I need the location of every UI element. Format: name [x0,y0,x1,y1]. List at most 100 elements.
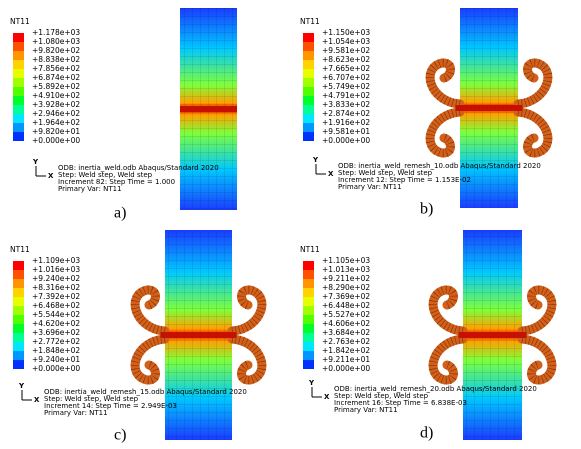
legend-band [303,51,314,60]
info-line: ODB: inertia_weld.odb Abaqus/Standard 20… [58,164,219,172]
legend-value: +4.620e+02 [32,319,80,328]
legend-band [13,279,24,288]
legend-value: +8.316e+02 [32,283,80,292]
weld-zone [161,332,236,338]
legend-value: +5.892e+02 [32,82,80,91]
info-line: Increment 82: Step Time = 1.000 [58,178,175,186]
legend-value: +1.150e+03 [322,28,370,37]
weld-flash-mesh [521,334,557,385]
legend-band [303,96,314,105]
legend-value: +9.820e+01 [32,127,80,136]
legend-band [13,324,24,333]
legend-value: +3.928e+02 [32,100,80,109]
legend-value: +5.544e+02 [32,310,80,319]
legend-band [303,351,314,360]
weld-zone [456,105,522,111]
legend-band [303,60,314,69]
legend-value: +1.016e+03 [32,265,80,274]
legend-band [13,96,24,105]
triad-y: Y [18,382,25,390]
legend-value: +7.369e+02 [322,292,370,301]
legend-band [13,69,24,78]
legend-value: +9.240e+01 [32,355,80,364]
panel-label: b) [420,201,433,218]
legend-band [303,132,314,141]
legend-band [13,33,24,42]
legend-value: +4.606e+02 [322,319,370,328]
legend-value: +0.000e+00 [32,364,80,373]
legend-value: +1.013e+03 [322,265,370,274]
weld-flash-mesh [425,107,461,158]
weld-flash-mesh [130,285,166,336]
info-line: Step: Weld step, Weld step [44,395,139,403]
legend-band [303,279,314,288]
legend-band [13,288,24,297]
legend-value: +8.290e+02 [322,283,370,292]
triad-x: X [328,170,334,178]
legend-band [13,114,24,123]
legend-value: +7.392e+02 [32,292,80,301]
legend-band [303,105,314,114]
legend-value: +9.820e+02 [32,46,80,55]
legend-value: +1.964e+02 [32,118,80,127]
legend-band [303,123,314,132]
legend-value: +0.000e+00 [322,364,370,373]
legend-band [13,360,24,369]
legend-band [303,42,314,51]
legend-value: +1.105e+03 [322,256,370,265]
legend-band [303,324,314,333]
legend-value: +1.848e+02 [32,346,80,355]
legend-value: +1.842e+02 [322,346,370,355]
legend-band [13,123,24,132]
legend-value: +6.468e+02 [32,301,80,310]
legend-value: +4.910e+02 [32,91,80,100]
legend-value: +2.946e+02 [32,109,80,118]
info-line: Increment 16: Step Time = 6.838E-03 [334,399,467,407]
legend-value: +7.856e+02 [32,64,80,73]
legend-band [13,351,24,360]
legend-band [303,288,314,297]
legend-value: +3.696e+02 [32,328,80,337]
legend-value: +5.749e+02 [322,82,370,91]
weld-flash-mesh [428,285,464,336]
info-line: Primary Var: NT11 [334,406,398,414]
legend-band [303,69,314,78]
legend-band [303,33,314,42]
legend-value: +1.080e+03 [32,37,80,46]
legend-value: +0.000e+00 [322,136,370,145]
legend-band [303,342,314,351]
weld-zone [180,106,237,112]
weld-flash-mesh [231,285,267,336]
legend-value: +9.211e+01 [322,355,370,364]
info-line: Increment 12: Step Time = 1.153E-02 [338,176,471,184]
legend-band [13,297,24,306]
legend-value: +8.623e+02 [322,55,370,64]
legend-band [303,306,314,315]
triad-y: Y [32,158,39,166]
panel: NT11+1.105e+03+1.013e+03+9.211e+02+8.290… [300,230,557,442]
legend-band [303,114,314,123]
legend-band [303,78,314,87]
legend-band [13,132,24,141]
legend-band [303,261,314,270]
legend-value: +5.527e+02 [322,310,370,319]
weld-flash-mesh [130,334,166,385]
legend-band [13,60,24,69]
legend-band [13,42,24,51]
info-line: ODB: inertia_weld_remesh_15.odb Abaqus/S… [44,388,247,396]
legend-band [303,87,314,96]
panel: NT11+1.150e+03+1.054e+03+9.581e+02+8.623… [300,8,553,218]
weld-flash-mesh [517,58,553,109]
legend-value: +0.000e+00 [32,136,80,145]
legend-band [13,270,24,279]
legend-band [13,51,24,60]
legend-value: +2.772e+02 [32,337,80,346]
legend-band [303,270,314,279]
legend-value: +7.665e+02 [322,64,370,73]
weld-flash-mesh [521,285,557,336]
legend-value: +9.581e+01 [322,127,370,136]
legend-band [13,78,24,87]
legend-band [13,306,24,315]
panel-label: c) [114,427,126,444]
